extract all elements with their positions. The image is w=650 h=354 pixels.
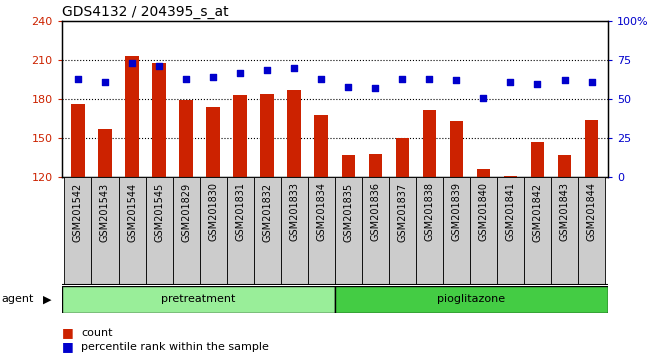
Point <box>262 67 272 72</box>
Bar <box>254 177 281 285</box>
Text: percentile rank within the sample: percentile rank within the sample <box>81 342 269 352</box>
Point <box>208 74 218 80</box>
Bar <box>92 177 118 285</box>
Bar <box>261 94 274 177</box>
Text: pioglitazone: pioglitazone <box>437 295 505 304</box>
Text: GSM201830: GSM201830 <box>208 182 218 241</box>
Bar <box>62 286 335 313</box>
Bar <box>524 177 551 285</box>
Text: agent: agent <box>1 295 34 304</box>
Bar <box>98 129 112 177</box>
Bar <box>233 95 247 177</box>
Text: GSM201840: GSM201840 <box>478 182 488 241</box>
Text: GSM201844: GSM201844 <box>586 182 597 241</box>
Bar <box>341 155 355 177</box>
Text: GSM201545: GSM201545 <box>154 182 164 242</box>
Point <box>397 76 408 82</box>
Bar <box>369 154 382 177</box>
Text: GSM201832: GSM201832 <box>262 182 272 241</box>
Text: GSM201831: GSM201831 <box>235 182 245 241</box>
Text: GSM201837: GSM201837 <box>397 182 408 241</box>
Point <box>505 79 515 85</box>
Text: GSM201843: GSM201843 <box>560 182 569 241</box>
Point <box>478 95 489 101</box>
Text: count: count <box>81 328 112 338</box>
Point <box>316 76 326 82</box>
Text: GDS4132 / 204395_s_at: GDS4132 / 204395_s_at <box>62 5 228 19</box>
Text: ■: ■ <box>62 341 77 353</box>
Text: GSM201544: GSM201544 <box>127 182 137 241</box>
Bar <box>389 177 416 285</box>
Text: GSM201842: GSM201842 <box>532 182 543 241</box>
Text: GSM201543: GSM201543 <box>100 182 110 241</box>
Text: GSM201836: GSM201836 <box>370 182 380 241</box>
Bar <box>578 177 605 285</box>
Bar <box>450 121 463 177</box>
Bar <box>287 90 301 177</box>
Point <box>343 84 354 90</box>
Point <box>127 61 137 66</box>
Bar <box>497 177 524 285</box>
Bar <box>422 109 436 177</box>
Text: ▶: ▶ <box>42 295 51 304</box>
Bar <box>476 169 490 177</box>
Point <box>235 70 245 75</box>
Point <box>532 81 543 86</box>
Bar <box>558 155 571 177</box>
Point <box>424 76 435 82</box>
Text: GSM201834: GSM201834 <box>317 182 326 241</box>
Bar <box>206 107 220 177</box>
Bar <box>530 142 544 177</box>
Bar <box>416 177 443 285</box>
Bar <box>72 104 84 177</box>
Point <box>154 64 164 69</box>
Bar <box>315 115 328 177</box>
Text: ■: ■ <box>62 326 77 339</box>
Bar <box>152 63 166 177</box>
Text: GSM201835: GSM201835 <box>343 182 353 241</box>
Bar <box>179 101 193 177</box>
Point <box>289 65 300 71</box>
Bar <box>585 120 598 177</box>
Bar <box>335 177 362 285</box>
Bar <box>443 177 470 285</box>
Text: GSM201841: GSM201841 <box>506 182 515 241</box>
Bar <box>362 177 389 285</box>
Bar <box>200 177 227 285</box>
Point <box>181 76 191 82</box>
Bar <box>118 177 146 285</box>
Bar <box>470 177 497 285</box>
Bar <box>396 138 409 177</box>
Bar <box>281 177 307 285</box>
Text: GSM201833: GSM201833 <box>289 182 299 241</box>
Text: GSM201838: GSM201838 <box>424 182 434 241</box>
Bar <box>172 177 200 285</box>
Bar <box>64 177 92 285</box>
Bar <box>504 176 517 177</box>
Point <box>451 78 462 83</box>
Bar <box>227 177 254 285</box>
Text: GSM201839: GSM201839 <box>451 182 462 241</box>
Point <box>100 79 110 85</box>
Bar <box>307 177 335 285</box>
Bar <box>125 56 139 177</box>
Bar <box>146 177 172 285</box>
Text: pretreatment: pretreatment <box>161 295 235 304</box>
Text: GSM201542: GSM201542 <box>73 182 83 242</box>
Point <box>370 85 380 91</box>
Point <box>73 76 83 82</box>
Point <box>559 78 569 83</box>
Bar <box>335 286 608 313</box>
Point <box>586 79 597 85</box>
Bar <box>551 177 578 285</box>
Text: GSM201829: GSM201829 <box>181 182 191 241</box>
